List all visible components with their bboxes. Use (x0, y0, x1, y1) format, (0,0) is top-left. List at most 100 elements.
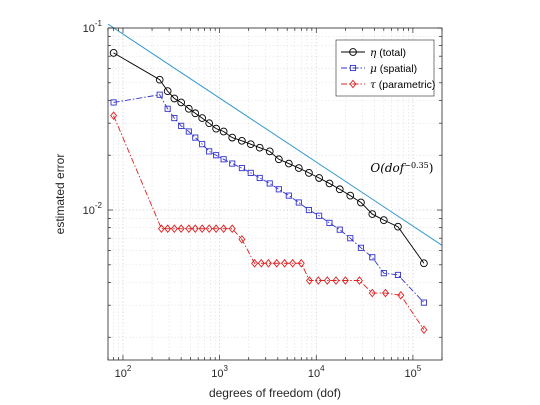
axes-frame (107, 27, 443, 361)
legend-marker (349, 64, 357, 72)
data-point (347, 235, 354, 242)
legend-item: τ (parametric) (341, 79, 435, 91)
data-point (325, 179, 334, 188)
data-point (284, 159, 293, 168)
annotation-exponent: −0.35 (404, 161, 429, 170)
y-tick-labels: 10-2 10-1 (83, 19, 103, 217)
data-point (110, 99, 117, 106)
x-tick-label: 102 (115, 364, 132, 380)
data-point (265, 147, 274, 156)
data-point (341, 276, 349, 285)
data-point (212, 124, 220, 133)
data-point (198, 114, 207, 122)
y-axis-label: estimated error (53, 154, 67, 235)
data-point (109, 49, 118, 57)
grid-major (108, 27, 442, 360)
series-diamond (110, 111, 428, 335)
data-point (394, 222, 402, 231)
data-point (295, 199, 302, 206)
data-point (205, 119, 214, 128)
x-axis-label: degrees of freedom (dof) (209, 386, 341, 400)
data-point (368, 210, 377, 218)
legend-label: τ (parametric) (370, 79, 435, 91)
x-tick-labels: 102 103 104 105 (115, 364, 422, 380)
y-tick-label: 10-1 (83, 19, 103, 35)
data-point (357, 244, 365, 251)
data-point (238, 136, 246, 145)
data-point (394, 271, 401, 278)
data-point (157, 224, 165, 233)
data-point (357, 198, 365, 207)
x-tick-label: 105 (405, 364, 422, 380)
annotation-close: ) (429, 161, 434, 175)
legend-marker (349, 79, 357, 89)
data-point (164, 224, 172, 233)
data-point (228, 133, 237, 142)
data-point (397, 290, 405, 300)
data-point (285, 192, 292, 199)
data-point (185, 128, 192, 135)
reference-line-layer (107, 23, 443, 246)
data-point (257, 258, 265, 268)
data-point (289, 258, 297, 268)
data-point (379, 216, 388, 224)
data-point (246, 140, 255, 149)
data-point (281, 258, 289, 268)
data-point (184, 104, 193, 113)
data-point (369, 254, 376, 261)
data-point (294, 164, 303, 172)
data-point (323, 276, 331, 285)
data-point (368, 288, 376, 298)
data-point (256, 174, 263, 182)
data-point (156, 91, 163, 98)
legend-items: η (total) μ (spatial) τ (parametric) (341, 47, 435, 91)
data-point (171, 115, 178, 122)
data-point (192, 134, 199, 141)
reference-line-annotation: O(dof−0.35) (370, 161, 433, 176)
data-point (164, 105, 171, 112)
data-point (191, 109, 200, 118)
data-point (198, 224, 206, 233)
data-point (110, 111, 118, 120)
x-tick-label: 103 (211, 364, 228, 380)
data-point (274, 155, 283, 164)
series-square (110, 91, 427, 306)
data-point (255, 143, 264, 152)
data-point (420, 325, 428, 335)
data-point (273, 258, 281, 268)
legend-item: μ (spatial) (341, 63, 417, 75)
annotation-main: O(dof (370, 161, 406, 175)
legend-marker (349, 48, 357, 56)
data-point (297, 258, 305, 268)
data-point (314, 276, 322, 285)
data-point (380, 270, 387, 277)
data-point (382, 288, 389, 298)
legend-label: η (total) (370, 47, 406, 59)
y-tick-label: 10-2 (83, 201, 103, 217)
data-point (420, 299, 427, 306)
data-point (305, 169, 313, 177)
grid-minor (107, 28, 443, 360)
ticks-layer (107, 27, 443, 360)
data-point (213, 152, 220, 159)
data-point (191, 224, 199, 233)
data-point (316, 212, 323, 219)
data-point (326, 219, 333, 226)
data-point (238, 235, 246, 244)
data-point (170, 224, 178, 233)
data-point (251, 258, 259, 268)
data-point (170, 94, 179, 103)
data-point (163, 87, 172, 95)
data-point (185, 224, 193, 233)
data-point (238, 165, 245, 172)
legend-label: μ (spatial) (370, 63, 417, 75)
data-point (228, 224, 236, 233)
data-point (346, 191, 355, 200)
data-point (220, 156, 227, 163)
data-point (305, 276, 313, 285)
series-layer (109, 49, 428, 335)
data-point (336, 226, 343, 233)
data-point (178, 122, 185, 129)
data-point (220, 224, 228, 233)
